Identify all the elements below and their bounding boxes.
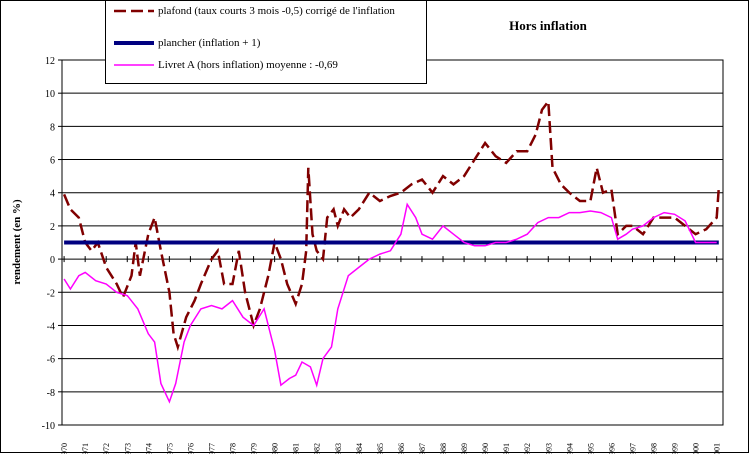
chart-title: Hors inflation — [509, 18, 587, 33]
x-tick-label: 1991 — [502, 443, 511, 454]
legend-swatch — [114, 41, 154, 45]
x-tick-label: 1993 — [544, 443, 553, 454]
y-tick-label: -6 — [47, 355, 55, 366]
legend-label: plafond (taux courts 3 mois -0,5) corrig… — [158, 5, 395, 17]
x-tick-label: 1973 — [123, 443, 132, 454]
x-tick-label: 2000 — [692, 443, 701, 454]
legend-swatch — [114, 64, 154, 66]
x-tick-label: 1997 — [628, 443, 637, 454]
y-tick-label: -10 — [42, 421, 55, 432]
y-tick-label: 2 — [50, 222, 55, 233]
x-tick-label: 1986 — [397, 443, 406, 454]
legend-label: Livret A (hors inflation) moyenne : -0,6… — [158, 59, 338, 71]
x-tick-label: 1979 — [250, 443, 259, 454]
x-tick-label: 1977 — [207, 443, 216, 454]
x-tick-label: 1971 — [81, 443, 90, 454]
x-tick-label: 1978 — [229, 443, 238, 454]
y-tick-label: -8 — [47, 388, 55, 399]
y-tick-label: 6 — [50, 156, 55, 167]
y-axis-label: rendement (en %) — [11, 199, 23, 285]
x-tick-label: 1980 — [271, 443, 280, 454]
x-tick-label: 1976 — [186, 443, 195, 454]
y-tick-label: 10 — [45, 89, 55, 100]
x-tick-label: 1996 — [607, 443, 616, 454]
legend-swatch — [114, 9, 154, 13]
y-tick-label: 0 — [50, 255, 55, 266]
x-tick-label: 1985 — [376, 443, 385, 454]
x-tick-label: 1995 — [586, 443, 595, 454]
x-tick-label: 1998 — [650, 443, 659, 454]
x-tick-label: 1984 — [355, 443, 364, 454]
series-line — [62, 98, 721, 352]
y-tick-label: -2 — [47, 288, 55, 299]
x-tick-label: 1972 — [102, 443, 111, 454]
x-tick-label: 1987 — [418, 443, 427, 454]
x-tick-label: 1982 — [313, 443, 322, 454]
x-tick-label: 1994 — [565, 443, 574, 454]
series-line — [63, 202, 717, 404]
x-tick-label: 1975 — [165, 443, 174, 454]
legend: plafond (taux courts 3 mois -0,5) corrig… — [105, 0, 427, 84]
x-tick-label: 1990 — [481, 443, 490, 454]
x-tick-label: 1981 — [292, 443, 301, 454]
x-tick-label: 1999 — [671, 443, 680, 454]
x-tick-label: 1992 — [523, 443, 532, 454]
legend-label: plancher (inflation + 1) — [158, 37, 261, 49]
x-tick-label: 2001 — [713, 443, 722, 454]
y-tick-label: 12 — [45, 56, 55, 67]
x-tick-label: 1974 — [144, 443, 153, 454]
x-tick-label: 1988 — [439, 443, 448, 454]
y-tick-label: 4 — [50, 189, 55, 200]
x-tick-label: 1983 — [334, 443, 343, 454]
x-tick-label: 1970 — [60, 443, 69, 454]
x-tick-label: 1989 — [460, 443, 469, 454]
y-tick-label: 8 — [50, 122, 55, 133]
y-tick-label: -4 — [47, 321, 55, 332]
